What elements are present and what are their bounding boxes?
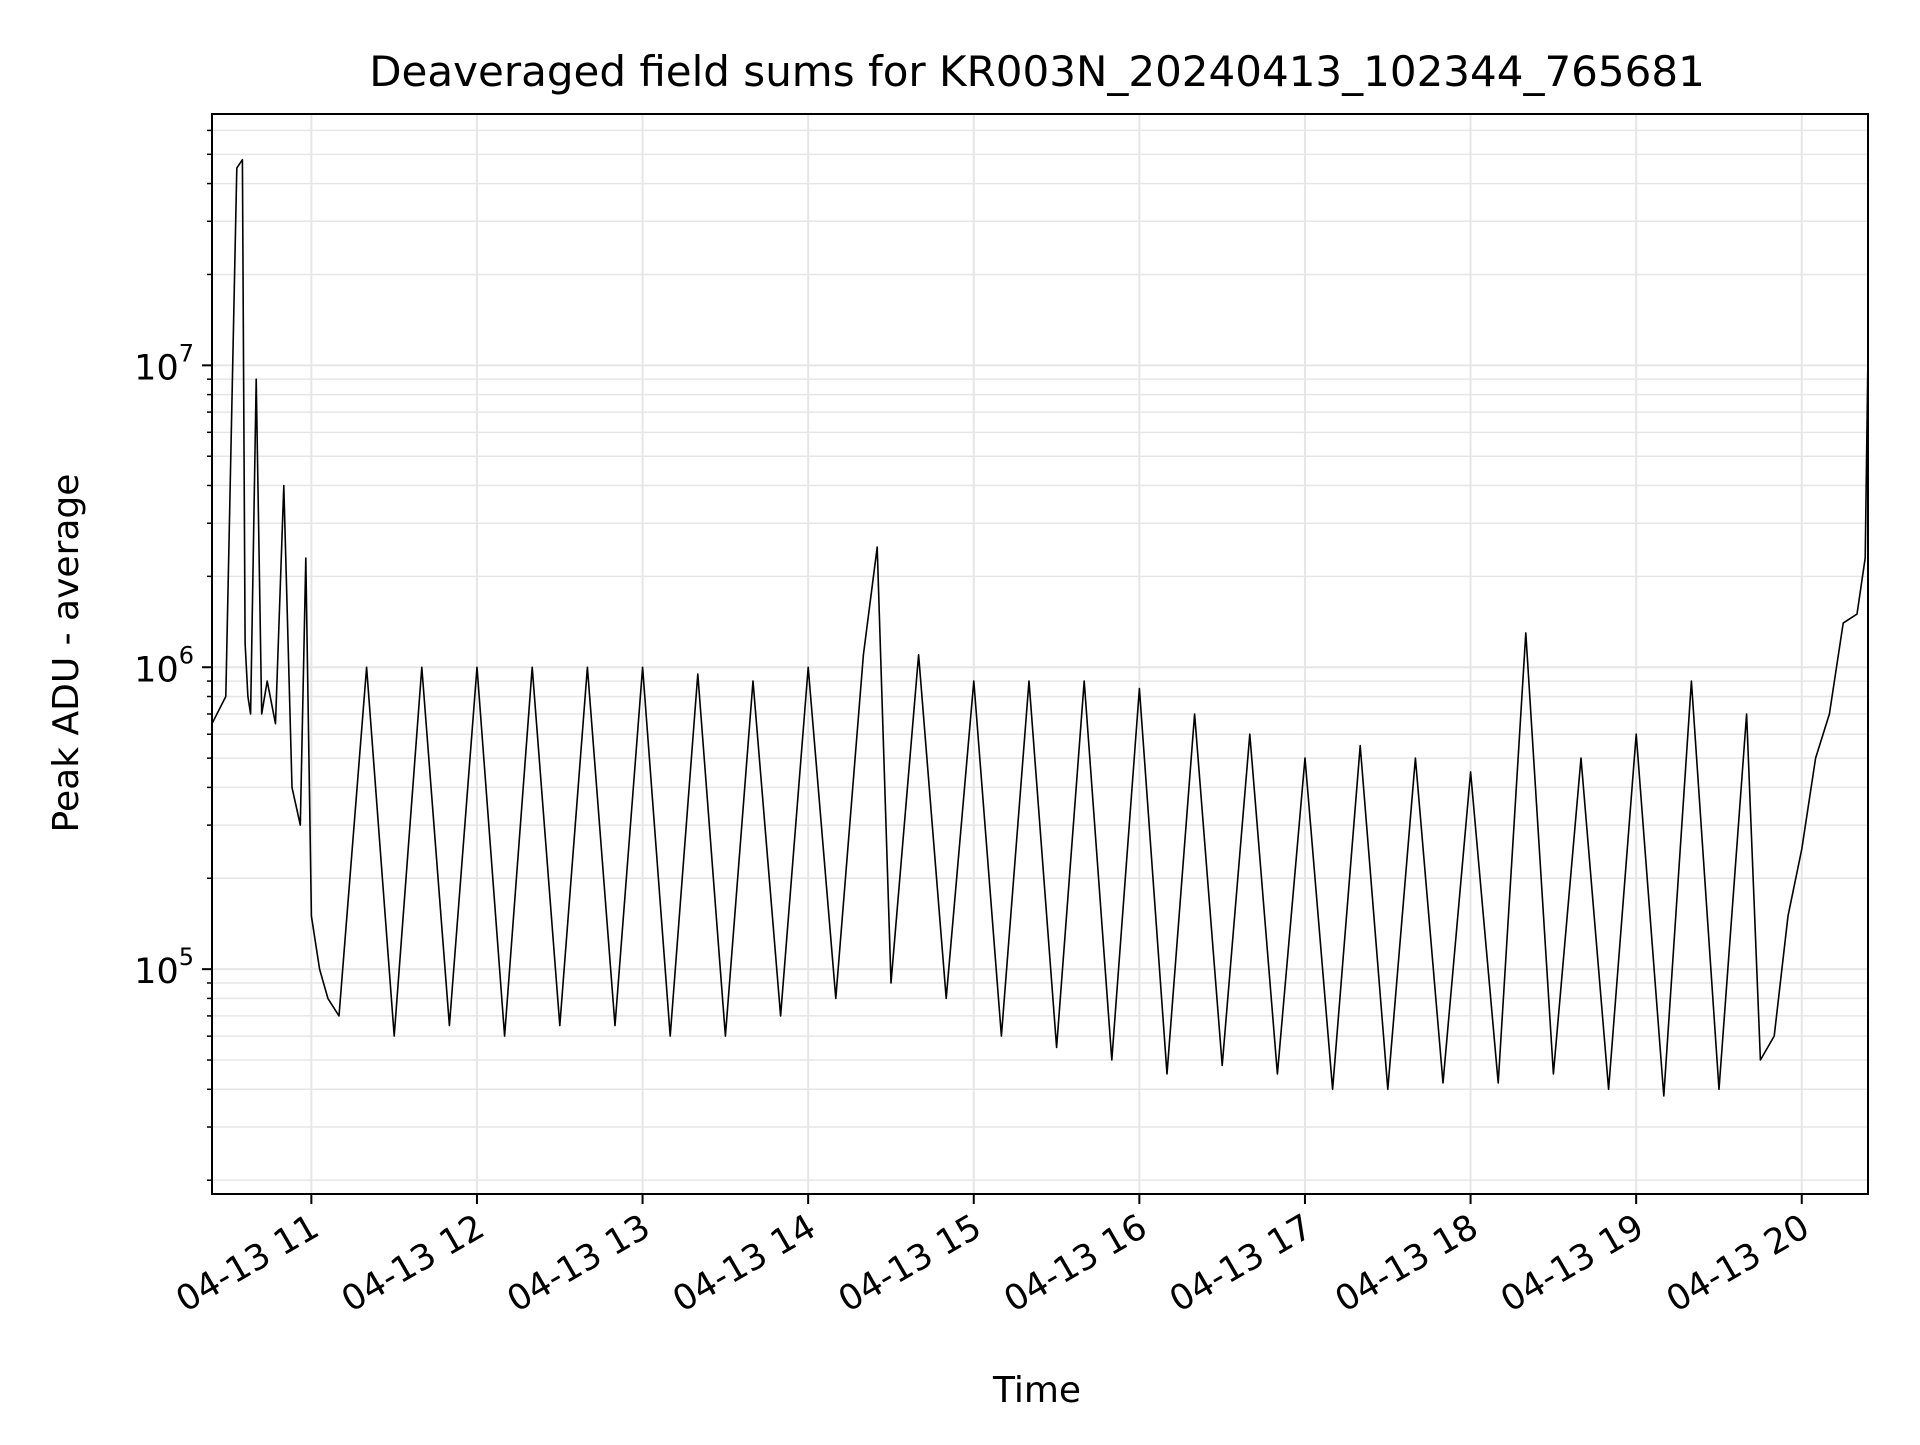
y-tick-label: 107 xyxy=(134,339,194,388)
major-grid xyxy=(212,114,1868,1194)
series-layer xyxy=(211,158,1869,1097)
plot-frame xyxy=(211,113,1869,1195)
x-axis-label: Time xyxy=(992,1370,1081,1411)
y-tick-label: 106 xyxy=(134,641,194,690)
y-tick-label: 105 xyxy=(134,943,194,992)
chart-title: Deaveraged field sums for KR003N_2024041… xyxy=(369,47,1705,96)
y-tick-base: 10 xyxy=(134,952,179,992)
y-tick-base: 10 xyxy=(134,650,179,690)
y-tick-base: 10 xyxy=(134,348,179,388)
y-axis-label: Peak ADU - average xyxy=(46,474,87,833)
y-tick-exponent: 7 xyxy=(179,339,194,367)
y-tick-exponent: 6 xyxy=(179,641,194,669)
series-line xyxy=(211,158,1869,1097)
y-tick-exponent: 5 xyxy=(179,943,194,971)
